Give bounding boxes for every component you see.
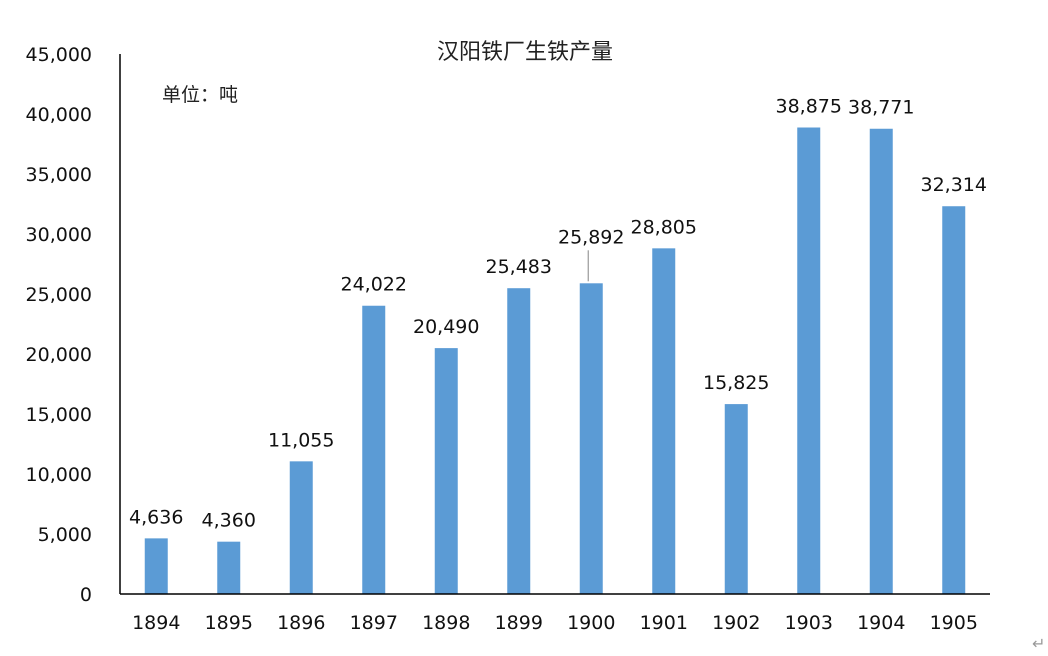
- x-tick-label: 1895: [205, 612, 253, 634]
- y-tick-label: 20,000: [26, 344, 92, 366]
- y-tick-label: 25,000: [26, 284, 92, 306]
- bar-1900: [579, 283, 603, 594]
- bar-1895: [217, 541, 241, 594]
- data-label: 15,825: [703, 372, 769, 394]
- data-label: 38,771: [848, 97, 914, 119]
- bar-1903: [797, 127, 821, 594]
- bar-1905: [942, 206, 966, 594]
- x-tick-label: 1905: [930, 612, 978, 634]
- data-label: 38,875: [776, 96, 842, 118]
- y-tick-label: 30,000: [26, 224, 92, 246]
- bar-1904: [869, 128, 893, 595]
- y-tick-label: 40,000: [26, 104, 92, 126]
- bar-1896: [289, 461, 313, 594]
- data-label: 11,055: [268, 429, 334, 451]
- bar-1901: [652, 248, 676, 594]
- bar-1894: [144, 538, 168, 594]
- x-tick-label: 1901: [640, 612, 688, 634]
- bar-1898: [434, 348, 458, 594]
- x-tick-label: 1903: [785, 612, 833, 634]
- y-tick-label: 0: [80, 584, 92, 606]
- data-label: 4,636: [129, 506, 183, 528]
- y-tick-label: 5,000: [38, 524, 92, 546]
- data-label: 32,314: [921, 174, 987, 196]
- paragraph-mark: ↵: [1032, 634, 1046, 653]
- data-label: 4,360: [202, 510, 256, 532]
- x-tick-label: 1894: [132, 612, 180, 634]
- data-label: 25,892: [558, 226, 624, 248]
- bar-1902: [724, 404, 748, 594]
- bar-1897: [362, 305, 386, 594]
- x-tick-label: 1900: [567, 612, 615, 634]
- x-tick-label: 1904: [857, 612, 905, 634]
- x-tick-label: 1896: [277, 612, 325, 634]
- data-label: 25,483: [486, 256, 552, 278]
- unit-note: 单位：吨: [162, 84, 238, 106]
- bar-1899: [507, 288, 531, 594]
- x-tick-label: 1902: [712, 612, 760, 634]
- chart-title: 汉阳铁厂生铁产量: [437, 40, 613, 65]
- y-tick-label: 35,000: [26, 164, 92, 186]
- y-tick-label: 15,000: [26, 404, 92, 426]
- y-tick-label: 45,000: [26, 44, 92, 66]
- data-label: 24,022: [341, 274, 407, 296]
- x-tick-label: 1898: [422, 612, 470, 634]
- data-label: 20,490: [413, 316, 479, 338]
- x-tick-label: 1899: [495, 612, 543, 634]
- x-tick-label: 1897: [350, 612, 398, 634]
- data-label: 28,805: [631, 216, 697, 238]
- y-tick-label: 10,000: [26, 464, 92, 486]
